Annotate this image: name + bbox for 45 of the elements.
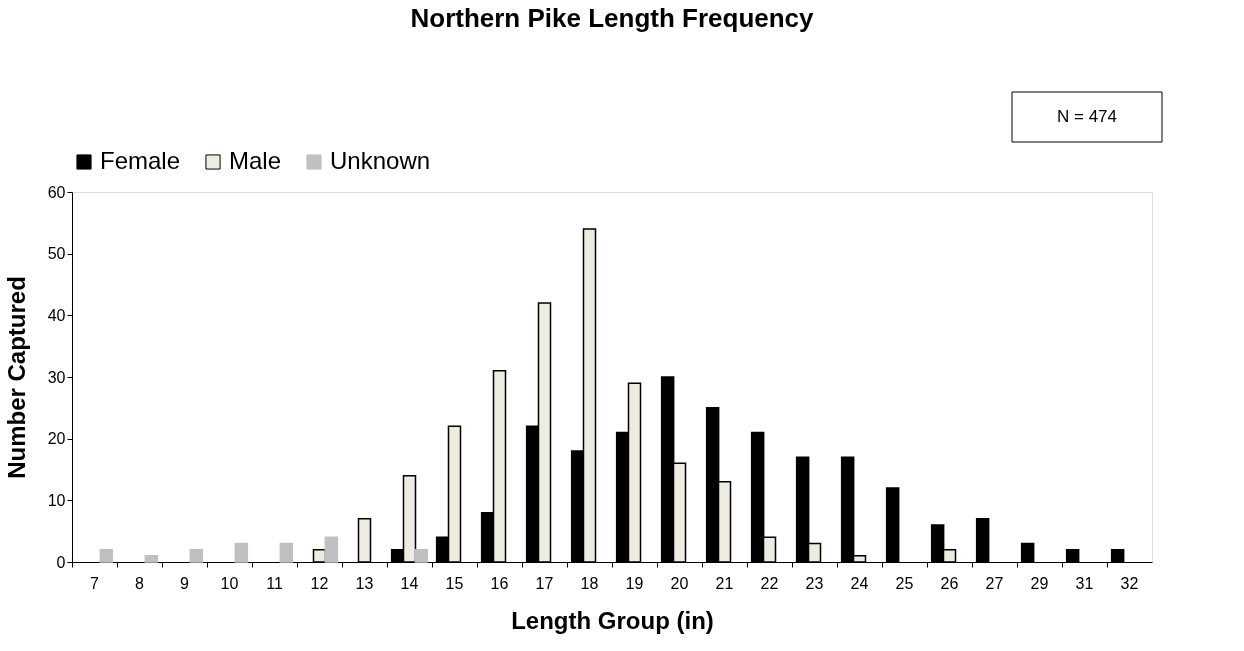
x-tick-label: 23: [805, 574, 824, 592]
x-tick-label: 25: [895, 574, 914, 592]
x-tick-label: 32: [1120, 574, 1139, 592]
bar: [234, 542, 249, 563]
x-tick-label: 18: [580, 574, 599, 592]
x-tick-label: 22: [760, 574, 779, 592]
y-tick-label: 50: [47, 245, 66, 263]
x-tick-label: 21: [715, 574, 734, 592]
bar: [189, 548, 204, 563]
bar: [279, 542, 294, 563]
x-tick-label: 10: [220, 574, 239, 592]
x-tick-label: 7: [90, 574, 100, 592]
bar: [324, 536, 339, 563]
legend-label: Male: [229, 147, 282, 174]
x-axis-title: Length Group (in): [511, 606, 714, 634]
y-axis-title: Number Captured: [2, 276, 30, 479]
bar: [144, 555, 159, 563]
x-tick-label: 15: [445, 574, 464, 592]
x-tick-label: 19: [625, 574, 644, 592]
x-tick-label: 24: [850, 574, 869, 592]
y-tick-label: 30: [47, 368, 66, 386]
x-tick-label: 31: [1075, 574, 1094, 592]
x-tick-label: 9: [180, 574, 190, 592]
x-tick-label: 29: [1030, 574, 1049, 592]
y-tick-label: 0: [56, 553, 66, 571]
x-tick-label: 12: [310, 574, 329, 592]
x-tick-label: 16: [490, 574, 509, 592]
legend-label: Female: [100, 147, 181, 174]
x-tick-label: 14: [400, 574, 419, 592]
x-tick-label: 11: [266, 574, 283, 592]
bar: [414, 548, 429, 563]
y-tick-label: 60: [47, 183, 66, 201]
chart-title: Northern Pike Length Frequency: [410, 2, 815, 33]
x-tick-label: 27: [985, 574, 1004, 592]
x-tick-label: 13: [355, 574, 374, 592]
y-tick-label: 10: [47, 491, 66, 509]
legend-label: Unknown: [330, 147, 431, 174]
text: N = 474: [1056, 107, 1118, 126]
y-tick-label: 40: [47, 306, 66, 324]
x-tick-label: 20: [670, 574, 689, 592]
x-tick-label: 26: [940, 574, 959, 592]
bar: [99, 548, 114, 563]
x-tick-label: 8: [135, 574, 145, 592]
x-tick-label: 17: [535, 574, 554, 592]
y-tick-label: 20: [47, 430, 66, 448]
